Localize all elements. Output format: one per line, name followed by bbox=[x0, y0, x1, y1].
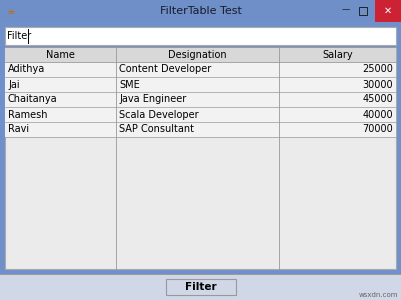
Text: wsxdn.com: wsxdn.com bbox=[358, 292, 398, 298]
FancyBboxPatch shape bbox=[0, 274, 401, 300]
FancyBboxPatch shape bbox=[5, 77, 396, 92]
Text: 40000: 40000 bbox=[363, 110, 393, 119]
FancyBboxPatch shape bbox=[5, 92, 396, 107]
Text: Filter: Filter bbox=[185, 282, 216, 292]
Text: Content Developer: Content Developer bbox=[119, 64, 212, 74]
Text: Jai: Jai bbox=[8, 80, 20, 89]
FancyBboxPatch shape bbox=[5, 122, 396, 137]
FancyBboxPatch shape bbox=[375, 0, 401, 22]
FancyBboxPatch shape bbox=[5, 62, 396, 77]
FancyBboxPatch shape bbox=[5, 27, 396, 45]
Text: Salary: Salary bbox=[322, 50, 352, 59]
Text: SME: SME bbox=[119, 80, 140, 89]
Text: Name: Name bbox=[46, 50, 75, 59]
Text: ✕: ✕ bbox=[384, 6, 392, 16]
FancyBboxPatch shape bbox=[5, 47, 396, 269]
Text: —: — bbox=[342, 5, 350, 14]
Text: Adithya: Adithya bbox=[8, 64, 45, 74]
Text: Scala Developer: Scala Developer bbox=[119, 110, 199, 119]
Text: Ramesh: Ramesh bbox=[8, 110, 47, 119]
Text: SAP Consultant: SAP Consultant bbox=[119, 124, 194, 134]
Text: Filter: Filter bbox=[7, 31, 31, 41]
Text: Chaitanya: Chaitanya bbox=[8, 94, 58, 104]
FancyBboxPatch shape bbox=[0, 0, 401, 22]
Text: 30000: 30000 bbox=[363, 80, 393, 89]
FancyBboxPatch shape bbox=[5, 107, 396, 122]
Text: FilterTable Test: FilterTable Test bbox=[160, 6, 241, 16]
FancyBboxPatch shape bbox=[5, 47, 396, 62]
Text: Designation: Designation bbox=[168, 50, 227, 59]
Text: 70000: 70000 bbox=[362, 124, 393, 134]
Text: 25000: 25000 bbox=[362, 64, 393, 74]
FancyBboxPatch shape bbox=[166, 279, 235, 295]
Text: ☕: ☕ bbox=[7, 6, 15, 16]
Text: 45000: 45000 bbox=[362, 94, 393, 104]
Text: Java Engineer: Java Engineer bbox=[119, 94, 187, 104]
Text: Ravi: Ravi bbox=[8, 124, 29, 134]
